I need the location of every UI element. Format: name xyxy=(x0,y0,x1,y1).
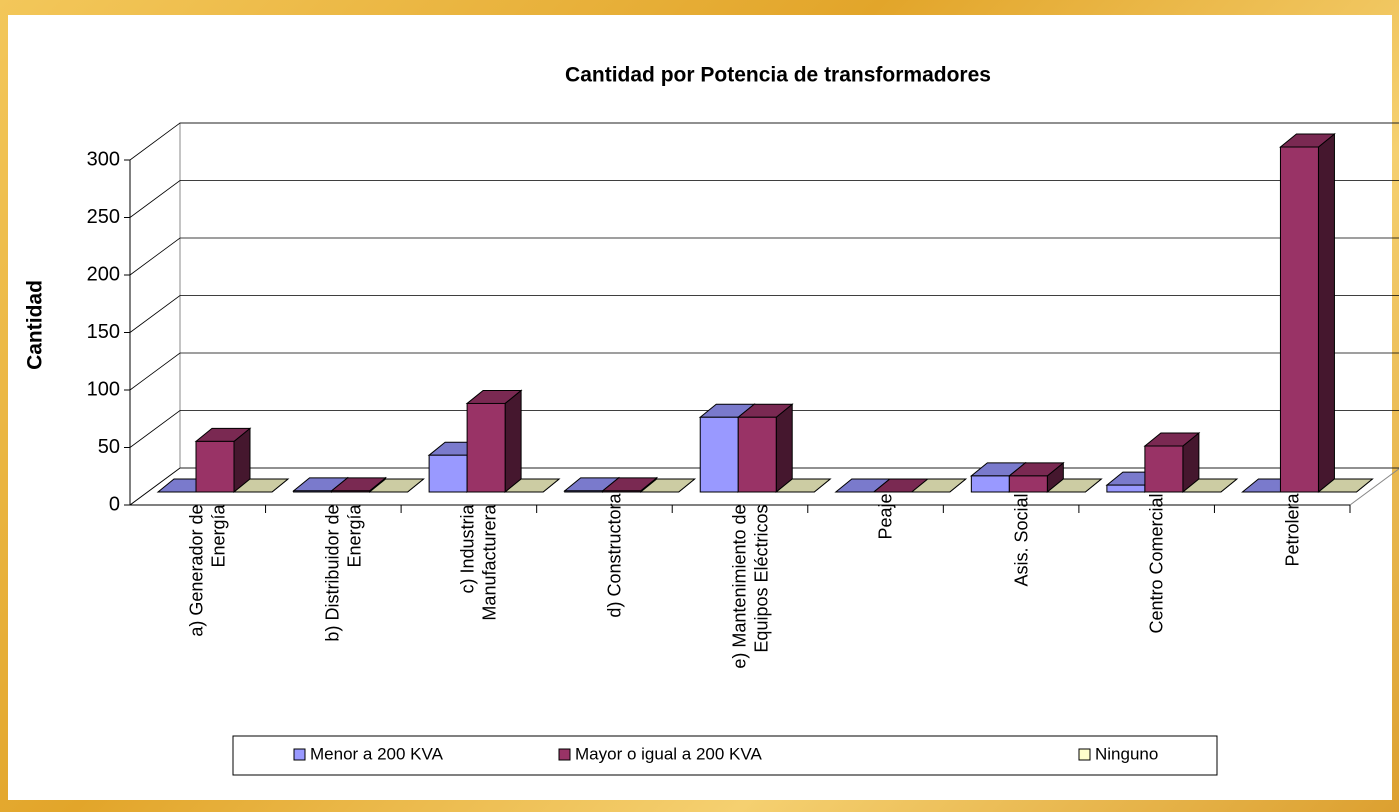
bar-side xyxy=(504,389,522,494)
chart-title: Cantidad por Potencia de transformadores xyxy=(565,64,991,87)
x-tick-label: Peaje xyxy=(875,493,896,540)
x-tick-label: d) Constructora xyxy=(604,493,625,618)
bar-top xyxy=(774,478,832,493)
legend-swatch xyxy=(558,748,571,761)
y-axis-label: Cantidad xyxy=(24,280,47,370)
x-tick-label: a) Generador de Energía xyxy=(186,504,229,637)
grid-line xyxy=(129,295,1399,333)
legend-label: Menor a 200 KVA xyxy=(310,744,444,763)
bar xyxy=(293,490,333,493)
bar-side xyxy=(1317,132,1335,494)
bar xyxy=(602,490,642,493)
y-tick-label: 0 xyxy=(109,493,120,515)
grid-line xyxy=(129,122,1399,161)
x-tick-label: Petrolera xyxy=(1282,493,1303,567)
bar xyxy=(1008,475,1048,493)
grid-line xyxy=(129,237,1399,276)
bar xyxy=(1106,484,1146,493)
y-tick-label: 250 xyxy=(87,206,120,228)
bar xyxy=(970,475,1010,493)
y-tick-label: 50 xyxy=(98,436,120,458)
legend-swatch xyxy=(1078,748,1091,761)
legend-box xyxy=(232,735,1218,776)
bar xyxy=(699,416,739,493)
x-tick-label: c) Industria Manufacturera xyxy=(457,504,500,621)
bar xyxy=(466,402,506,493)
y-tick-label: 150 xyxy=(87,321,120,343)
x-tick-label: Centro Comercial xyxy=(1146,493,1167,634)
bar-top xyxy=(1181,478,1239,493)
bar-top xyxy=(910,478,968,493)
y-tick-label: 300 xyxy=(87,148,120,170)
bar-top xyxy=(503,478,561,493)
x-tick-label: b) Distribuidor de Energía xyxy=(322,504,365,642)
bar xyxy=(1144,445,1184,493)
grid-line xyxy=(129,410,1399,448)
y-tick-label: 200 xyxy=(87,263,120,285)
legend-swatch xyxy=(293,748,306,761)
bar-side xyxy=(775,403,793,494)
bar-top xyxy=(1045,478,1103,493)
bar xyxy=(1279,146,1319,493)
legend-label: Mayor o igual a 200 KVA xyxy=(575,744,762,763)
bar xyxy=(737,416,777,493)
y-tick-label: 100 xyxy=(87,378,120,400)
legend-label: Ninguno xyxy=(1095,744,1158,763)
bar xyxy=(428,454,468,493)
bar-top xyxy=(232,478,290,493)
bar xyxy=(564,490,604,493)
bar xyxy=(331,490,371,493)
bar-top xyxy=(1317,478,1374,493)
bar-top xyxy=(368,478,425,493)
grid-line xyxy=(129,352,1399,391)
x-tick-label: Asis. Social xyxy=(1011,493,1032,587)
bar-top xyxy=(639,478,697,493)
chart-panel xyxy=(8,15,1392,800)
grid-line xyxy=(129,180,1399,218)
bar xyxy=(195,440,235,493)
x-tick-label: e) Mantenimiento de Equipos Eléctricos xyxy=(729,504,771,669)
